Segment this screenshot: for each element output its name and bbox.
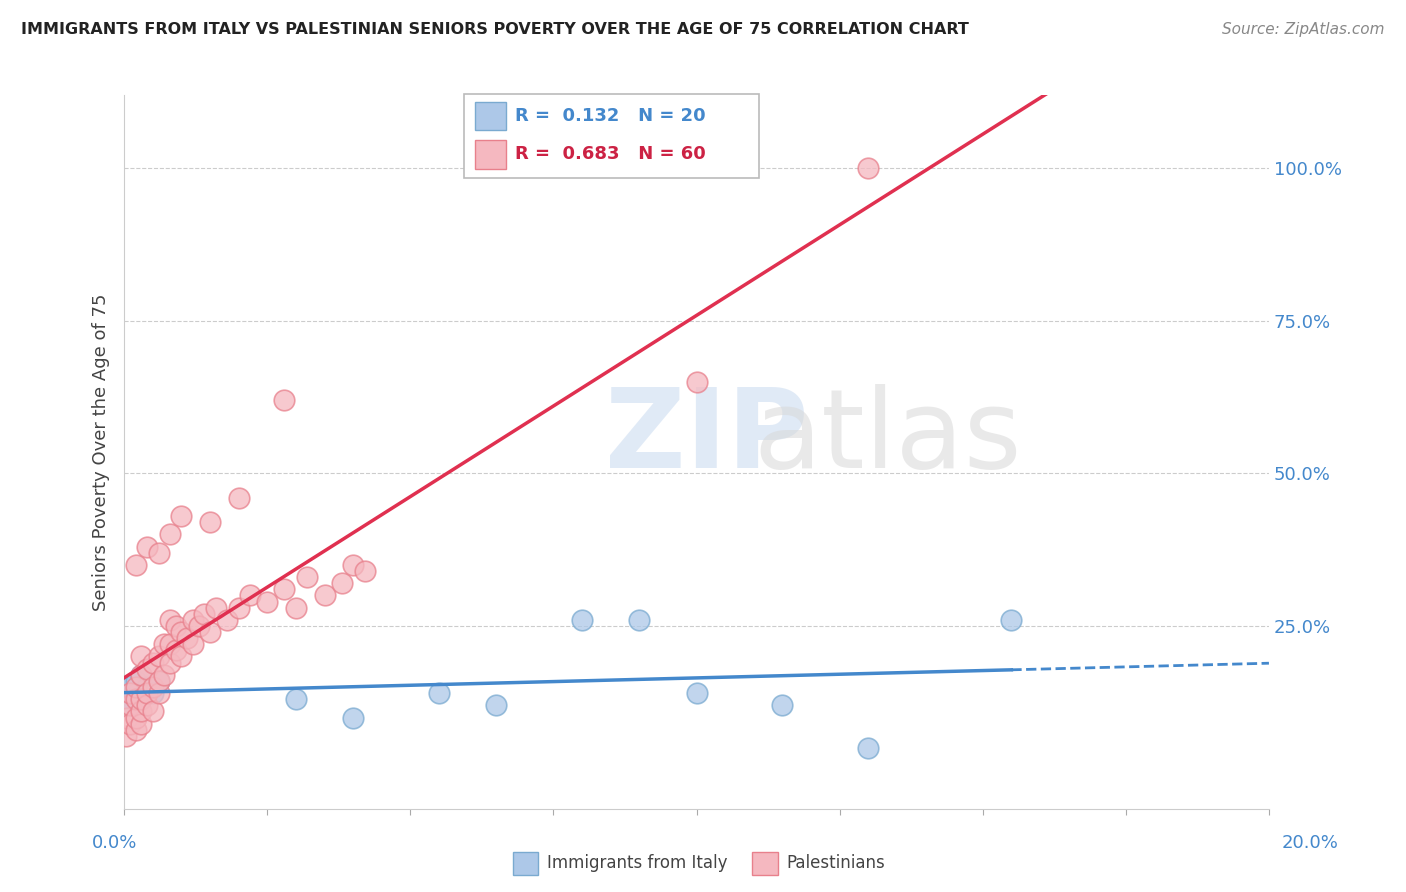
- Point: [124, 558, 146, 572]
- Point: [217, 613, 239, 627]
- Point: [181, 613, 204, 627]
- Point: [181, 637, 204, 651]
- Point: [131, 692, 153, 706]
- Point: [118, 680, 141, 694]
- Point: [136, 680, 159, 694]
- Text: 0.0%: 0.0%: [91, 834, 136, 852]
- Point: [124, 673, 146, 688]
- Point: [142, 680, 165, 694]
- Point: [330, 576, 353, 591]
- Point: [148, 673, 170, 688]
- Y-axis label: Seniors Poverty Over the Age of 75: Seniors Poverty Over the Age of 75: [93, 293, 110, 611]
- Text: Immigrants from Italy: Immigrants from Italy: [547, 855, 727, 872]
- Text: Source: ZipAtlas.com: Source: ZipAtlas.com: [1222, 22, 1385, 37]
- Point: [124, 686, 146, 700]
- Point: [131, 716, 153, 731]
- Point: [124, 692, 146, 706]
- Point: [1000, 613, 1022, 627]
- Point: [297, 570, 319, 584]
- Point: [858, 161, 880, 176]
- Point: [284, 692, 307, 706]
- Point: [159, 637, 181, 651]
- Point: [118, 686, 141, 700]
- Point: [124, 680, 146, 694]
- Point: [118, 698, 141, 713]
- Point: [148, 649, 170, 664]
- Point: [342, 710, 364, 724]
- Point: [353, 564, 375, 578]
- Point: [239, 589, 262, 603]
- Point: [159, 527, 181, 541]
- Point: [485, 698, 508, 713]
- Point: [571, 613, 593, 627]
- Point: [204, 600, 226, 615]
- Point: [170, 625, 193, 640]
- Point: [131, 649, 153, 664]
- Point: [165, 643, 187, 657]
- Point: [131, 668, 153, 682]
- Point: [136, 540, 159, 554]
- Point: [136, 686, 159, 700]
- Text: R =  0.132   N = 20: R = 0.132 N = 20: [515, 107, 706, 125]
- Point: [273, 393, 295, 408]
- Text: IMMIGRANTS FROM ITALY VS PALESTINIAN SENIORS POVERTY OVER THE AGE OF 75 CORRELAT: IMMIGRANTS FROM ITALY VS PALESTINIAN SEN…: [21, 22, 969, 37]
- Point: [770, 698, 793, 713]
- Text: ZIP: ZIP: [605, 384, 808, 491]
- Point: [193, 607, 215, 621]
- Point: [115, 692, 138, 706]
- Point: [124, 710, 146, 724]
- Point: [170, 509, 193, 524]
- Point: [187, 619, 209, 633]
- Point: [628, 613, 651, 627]
- Point: [228, 491, 250, 505]
- Point: [136, 662, 159, 676]
- Point: [314, 589, 336, 603]
- Text: atlas: atlas: [754, 384, 1022, 491]
- Point: [284, 600, 307, 615]
- Point: [142, 686, 165, 700]
- Point: [153, 637, 176, 651]
- Point: [342, 558, 364, 572]
- Point: [159, 613, 181, 627]
- Point: [858, 741, 880, 756]
- Point: [176, 631, 198, 645]
- Point: [118, 716, 141, 731]
- Point: [198, 625, 221, 640]
- Point: [131, 705, 153, 719]
- Point: [685, 375, 707, 389]
- Point: [148, 673, 170, 688]
- Point: [153, 668, 176, 682]
- Point: [165, 619, 187, 633]
- Point: [142, 656, 165, 670]
- Point: [170, 649, 193, 664]
- Point: [131, 692, 153, 706]
- Point: [118, 698, 141, 713]
- Text: Palestinians: Palestinians: [786, 855, 884, 872]
- Point: [115, 729, 138, 743]
- Text: R =  0.683   N = 60: R = 0.683 N = 60: [515, 145, 706, 163]
- Point: [685, 686, 707, 700]
- Point: [124, 723, 146, 737]
- Point: [427, 686, 450, 700]
- Point: [131, 668, 153, 682]
- Text: 20.0%: 20.0%: [1282, 834, 1339, 852]
- Point: [148, 546, 170, 560]
- Point: [198, 516, 221, 530]
- Point: [273, 582, 295, 597]
- Point: [256, 594, 278, 608]
- Point: [159, 656, 181, 670]
- Point: [228, 600, 250, 615]
- Point: [136, 698, 159, 713]
- Point: [115, 710, 138, 724]
- Point: [148, 686, 170, 700]
- Point: [142, 705, 165, 719]
